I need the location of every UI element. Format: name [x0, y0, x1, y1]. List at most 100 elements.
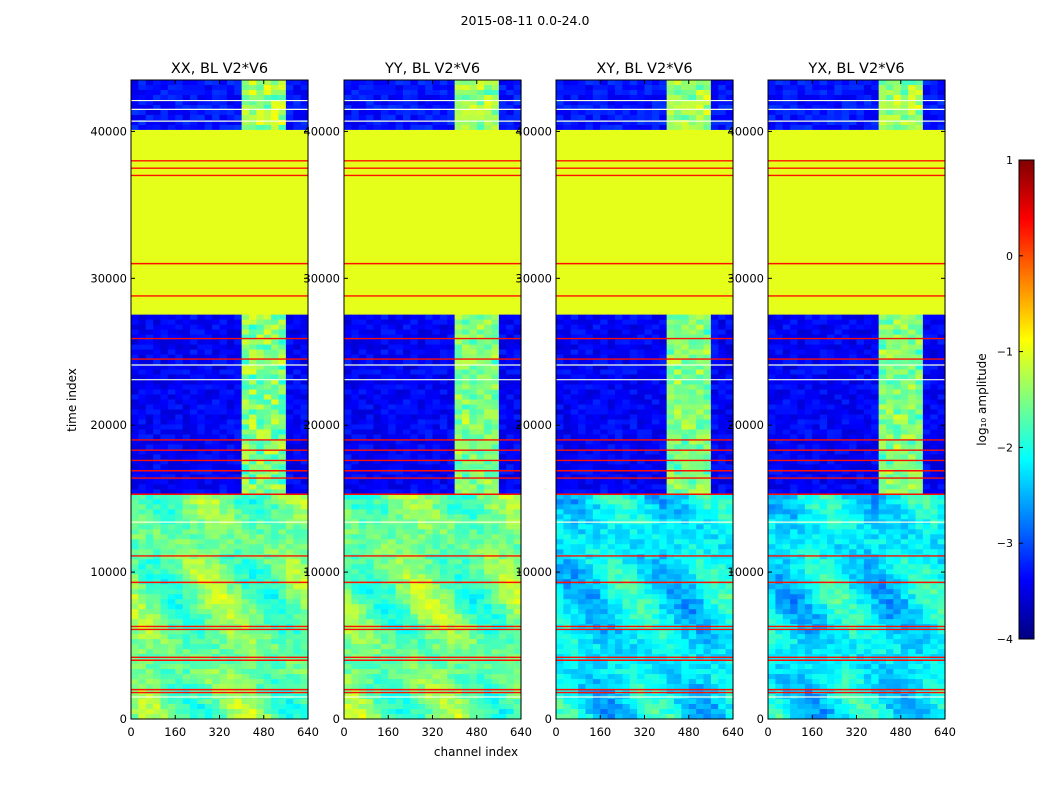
heatmap-cell [241, 384, 250, 391]
heatmap-cell [226, 359, 235, 366]
heatmap-cell [300, 474, 309, 480]
heatmap-cell [256, 344, 265, 351]
heatmap-cell [263, 704, 272, 710]
heatmap-cell [131, 329, 139, 336]
heatmap-cell [454, 299, 463, 306]
heatmap-cell [182, 149, 191, 156]
heatmap-cell [212, 514, 221, 520]
heatmap-cell [175, 289, 184, 296]
heatmap-cell [145, 604, 154, 610]
heatmap-cell [293, 524, 302, 530]
heatmap-cell [212, 229, 221, 236]
heatmap-cell [197, 664, 206, 670]
heatmap-cell [138, 354, 147, 361]
heatmap-cell [204, 114, 213, 121]
heatmap-cell [395, 279, 404, 286]
heatmap-cell [293, 379, 302, 386]
heatmap-cell [373, 84, 382, 91]
heatmap-cell [344, 129, 352, 136]
heatmap-cell [278, 219, 287, 226]
heatmap-cell [256, 434, 265, 441]
heatmap-cell [249, 529, 257, 535]
heatmap-cell [234, 194, 243, 201]
heatmap-cell [182, 334, 191, 341]
heatmap-cell [145, 649, 154, 655]
heatmap-cell [395, 214, 404, 221]
heatmap-cell [219, 604, 228, 610]
heatmap-cell [513, 394, 522, 401]
heatmap-cell [263, 429, 272, 436]
heatmap-cell [513, 80, 522, 86]
heatmap-cell [278, 499, 287, 505]
heatmap-cell [300, 379, 309, 386]
heatmap-cell [476, 174, 485, 181]
heatmap-cell [469, 364, 478, 371]
heatmap-cell [285, 584, 294, 590]
heatmap-cell [403, 339, 411, 346]
heatmap-cell [241, 359, 250, 366]
heatmap-cell [263, 619, 272, 625]
heatmap-cell [182, 339, 191, 346]
heatmap-cell [197, 184, 206, 191]
heatmap-cell [226, 709, 235, 715]
heatmap-cell [484, 449, 493, 456]
heatmap-cell [204, 284, 213, 291]
heatmap-cell [263, 699, 272, 705]
heatmap-cell [263, 389, 272, 396]
heatmap-cell [145, 129, 154, 136]
heatmap-cell [462, 459, 470, 465]
heatmap-cell [462, 204, 470, 211]
heatmap-cell [263, 599, 272, 605]
heatmap-cell [410, 374, 419, 381]
heatmap-cell [167, 384, 176, 391]
heatmap-cell [145, 209, 154, 216]
heatmap-cell [145, 284, 154, 291]
heatmap-cell [131, 534, 139, 540]
heatmap-cell [226, 189, 235, 196]
heatmap-cell [344, 174, 352, 181]
heatmap-cell [506, 204, 515, 211]
heatmap-cell [506, 199, 515, 206]
heatmap-cell [491, 259, 500, 266]
heatmap-cell [226, 114, 235, 121]
heatmap-cell [197, 444, 206, 451]
heatmap-cell [241, 459, 250, 465]
heatmap-cell [190, 319, 198, 326]
heatmap-cell [373, 319, 382, 326]
y-tick-label: 40000 [90, 124, 127, 138]
heatmap-cell [145, 644, 154, 650]
heatmap-cell [476, 319, 485, 326]
heatmap-cell [160, 344, 169, 351]
heatmap-cell [197, 404, 206, 411]
heatmap-cell [131, 119, 139, 126]
heatmap-cell [366, 80, 375, 86]
heatmap-cell [506, 259, 515, 266]
heatmap-cell [506, 369, 515, 376]
heatmap-cell [212, 344, 221, 351]
heatmap-cell [498, 319, 507, 326]
heatmap-cell [234, 574, 243, 580]
heatmap-cell [447, 174, 456, 181]
heatmap-cell [131, 139, 139, 146]
heatmap-cell [204, 209, 213, 216]
heatmap-cell [388, 344, 397, 351]
heatmap-cell [432, 214, 441, 221]
heatmap-cell [351, 444, 360, 451]
heatmap-cell [278, 214, 287, 221]
heatmap-cell [344, 444, 352, 451]
heatmap-cell [344, 169, 352, 176]
heatmap-cell [197, 524, 206, 530]
heatmap-cell [263, 274, 272, 281]
heatmap-cell [469, 449, 478, 456]
heatmap-cell [469, 444, 478, 451]
heatmap-cell [219, 384, 228, 391]
heatmap-cell [160, 229, 169, 236]
heatmap-cell [447, 259, 456, 266]
heatmap-cell [263, 124, 272, 131]
heatmap-cell [300, 664, 309, 670]
heatmap-cell [506, 179, 515, 186]
heatmap-cell [212, 299, 221, 306]
heatmap-cell [300, 684, 309, 690]
heatmap-cell [212, 159, 221, 166]
heatmap-cell [366, 104, 375, 111]
